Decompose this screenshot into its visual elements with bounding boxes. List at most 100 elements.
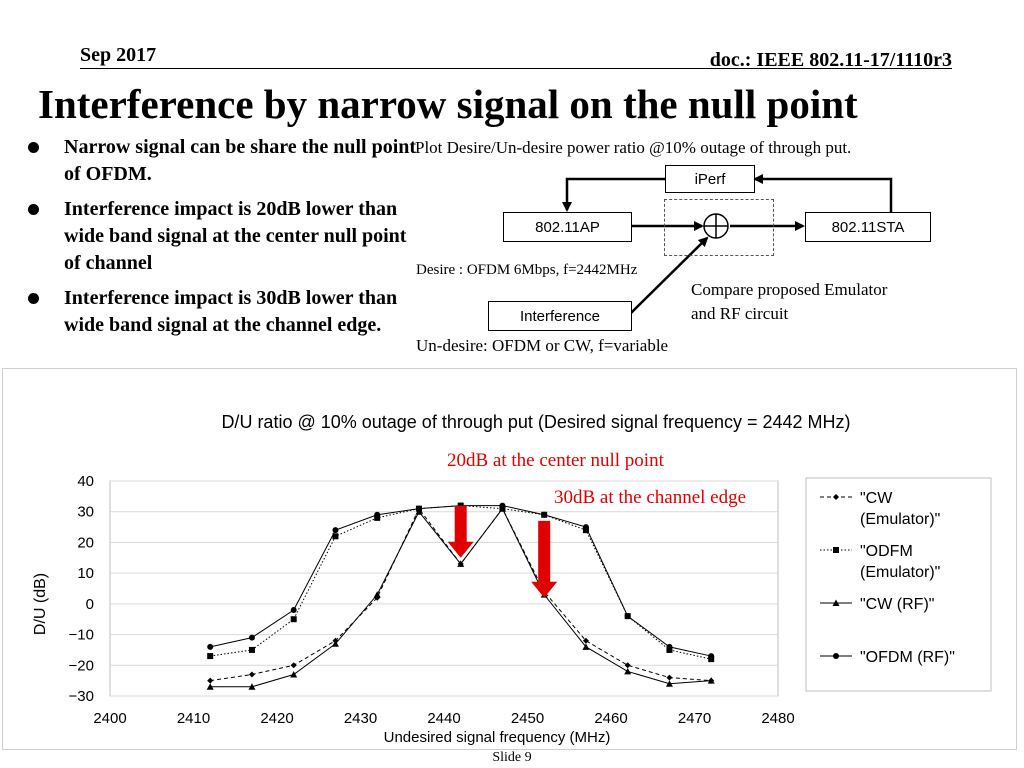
setup-diagram-connectors [562, 174, 893, 314]
data-point [248, 634, 255, 641]
ap-box: 802.11AP [503, 212, 632, 242]
chart-annotation: 30dB at the channel edge [554, 487, 746, 508]
plot-area [109, 480, 779, 697]
y-tick-label: −10 [69, 627, 94, 644]
data-point [415, 505, 422, 512]
chart-frame [2, 368, 1017, 750]
data-point [666, 646, 673, 653]
data-point [457, 560, 465, 567]
interference-to-combiner-arrow [630, 236, 709, 314]
y-tick-label: 30 [77, 504, 94, 521]
data-point [248, 683, 256, 690]
legend-label: "ODFM [860, 543, 913, 560]
compare-note: Compare proposed Emulator and RF circuit [691, 278, 887, 326]
header-doc-id: doc.: IEEE 802.11-17/1110r3 [709, 49, 952, 71]
data-point [248, 646, 255, 653]
combiner-plus-icon [703, 213, 729, 239]
x-tick-label: 2470 [678, 710, 711, 727]
chart-title: D/U ratio @ 10% outage of through put (D… [221, 412, 850, 432]
data-point [290, 607, 297, 613]
x-tick-label: 2480 [761, 710, 794, 727]
x-tick-label: 2450 [511, 710, 544, 727]
legend-label: "OFDM (RF)" [860, 649, 955, 666]
header-rule [80, 68, 952, 69]
data-point [207, 643, 214, 650]
legend-marker [832, 599, 840, 606]
data-point [207, 677, 214, 684]
compare-note-line: Compare proposed Emulator [691, 280, 888, 299]
legend-label: (Emulator)" [860, 511, 940, 528]
iperf-box: iPerf [665, 165, 755, 193]
data-point [373, 591, 381, 598]
bullet-text: Interference impact is 30dB lower than w… [64, 287, 398, 336]
sta-box: 802.11STA [805, 212, 931, 242]
legend-label: "CW [860, 490, 893, 507]
data-point [374, 514, 381, 521]
x-tick-label: 2460 [594, 710, 627, 727]
data-point [206, 683, 214, 690]
bullet-dot-icon [28, 142, 39, 153]
x-axis-label: Undesired signal frequency (MHz) [384, 729, 611, 746]
interference-box: Interference [488, 301, 632, 331]
data-point [290, 616, 297, 623]
data-point [290, 671, 298, 678]
x-tick-label: 2400 [93, 710, 126, 727]
bullet-text: Interference impact is 20dB lower than w… [64, 198, 407, 274]
data-point [332, 533, 339, 540]
header-date: Sep 2017 [80, 44, 157, 66]
data-point [499, 502, 506, 509]
bullet-item: Interference impact is 30dB lower than w… [28, 285, 418, 339]
red-arrow [531, 520, 558, 598]
plot-description: Plot Desire/Un-desire power ratio @10% o… [415, 138, 852, 157]
iperf-to-ap-arrow [562, 177, 665, 212]
data-point [666, 643, 673, 650]
y-tick-label: −20 [69, 657, 94, 674]
x-tick-label: 2420 [260, 710, 293, 727]
data-point [331, 640, 339, 647]
data-point [624, 613, 631, 620]
y-tick-label: −30 [69, 688, 94, 705]
x-tick-label: 2410 [177, 710, 210, 727]
data-point [541, 511, 548, 518]
x-tick-label: 2440 [427, 710, 460, 727]
data-point [582, 637, 589, 644]
data-point [332, 527, 339, 534]
data-point [582, 527, 589, 534]
slide-title: Interference by narrow signal on the nul… [38, 81, 858, 127]
data-point [666, 674, 673, 681]
bullet-text: Narrow signal can be share the null poin… [64, 136, 417, 185]
slide-number: Slide 9 [492, 750, 532, 765]
legend-marker [833, 494, 839, 500]
data-point [582, 524, 589, 531]
legend-marker [833, 653, 839, 659]
red-arrow [447, 505, 474, 558]
legend-marker [833, 547, 839, 553]
compare-note-line: and RF circuit [691, 304, 789, 323]
legend-label: (Emulator)" [860, 564, 940, 581]
x-tick-label: 2430 [344, 710, 377, 727]
y-tick-label: 20 [77, 534, 94, 551]
emulator-dashed-box [664, 199, 774, 256]
bullet-dot-icon [28, 293, 39, 304]
desire-description: Desire : OFDM 6Mbps, f=2442MHz [416, 262, 638, 278]
bullet-item: Narrow signal can be share the null poin… [28, 134, 418, 188]
data-point [665, 680, 673, 687]
y-tick-label: 40 [77, 473, 94, 490]
bullet-list: Narrow signal can be share the null poin… [28, 134, 418, 347]
chart-annotation: 20dB at the center null point [447, 450, 665, 471]
data-point [290, 662, 297, 669]
data-point [708, 656, 715, 663]
data-point [374, 511, 381, 518]
data-point [248, 671, 255, 678]
sta-to-iperf-arrow [753, 174, 893, 212]
bullet-dot-icon [28, 204, 39, 215]
y-axis-label: D/U (dB) [32, 573, 49, 635]
y-tick-label: 10 [77, 565, 94, 582]
data-point [624, 662, 631, 669]
data-point [582, 643, 590, 650]
data-point [207, 653, 214, 660]
data-point [707, 677, 715, 684]
bullet-item: Interference impact is 20dB lower than w… [28, 196, 418, 277]
legend-label: "CW (RF)" [860, 596, 934, 613]
